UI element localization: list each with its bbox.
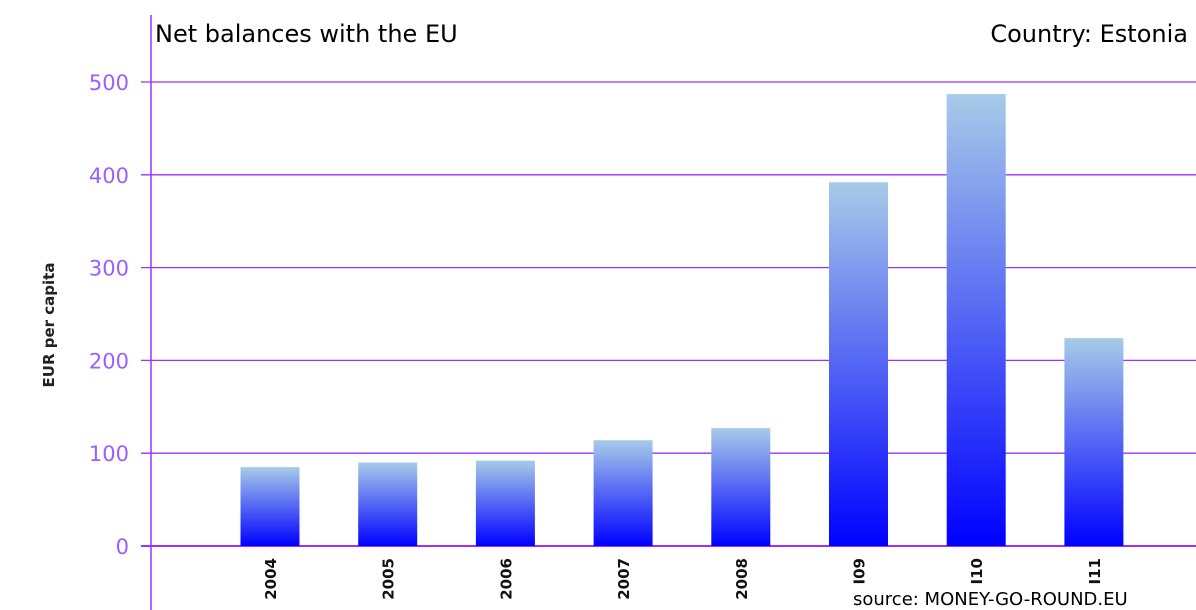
- gridlines: [141, 81, 1196, 547]
- x-tick-label: 2004: [262, 558, 280, 600]
- bar-2007: [593, 440, 653, 546]
- x-tick-label: 2007: [615, 558, 633, 600]
- x-tick-label: I09: [851, 558, 869, 584]
- bar-2006: [475, 460, 535, 546]
- y-tick-label: 400: [89, 164, 129, 188]
- bar-2011: [1064, 338, 1124, 546]
- y-tick-label: 100: [89, 442, 129, 466]
- source-label: source: MONEY-GO-ROUND.EU: [853, 589, 1128, 610]
- bar-2008: [711, 428, 771, 546]
- y-axis-ticks: 0 100 200 300 400 500: [89, 71, 129, 559]
- y-tick-label: 0: [116, 535, 129, 559]
- x-tick-label: I11: [1086, 558, 1104, 584]
- chart-title: Net balances with the EU: [155, 20, 458, 48]
- x-tick-label: 2006: [497, 558, 515, 600]
- bar-2009: [829, 182, 888, 546]
- bar-2004: [240, 467, 300, 546]
- x-tick-label: I10: [968, 558, 986, 584]
- y-axis-label: EUR per capita: [40, 263, 58, 388]
- x-tick-label: 2008: [733, 558, 751, 600]
- y-tick-label: 500: [89, 71, 129, 95]
- y-tick-label: 200: [89, 349, 129, 373]
- bar-2010: [946, 94, 1006, 547]
- x-tick-label: 2005: [380, 558, 398, 600]
- x-axis-ticks: 2004 2005 2006 2007 2008 I09 I10 I11: [262, 558, 1104, 600]
- chart-subtitle: Country: Estonia: [990, 20, 1188, 48]
- bars: [240, 94, 1124, 547]
- bar-2005: [358, 462, 418, 546]
- y-tick-label: 300: [89, 257, 129, 281]
